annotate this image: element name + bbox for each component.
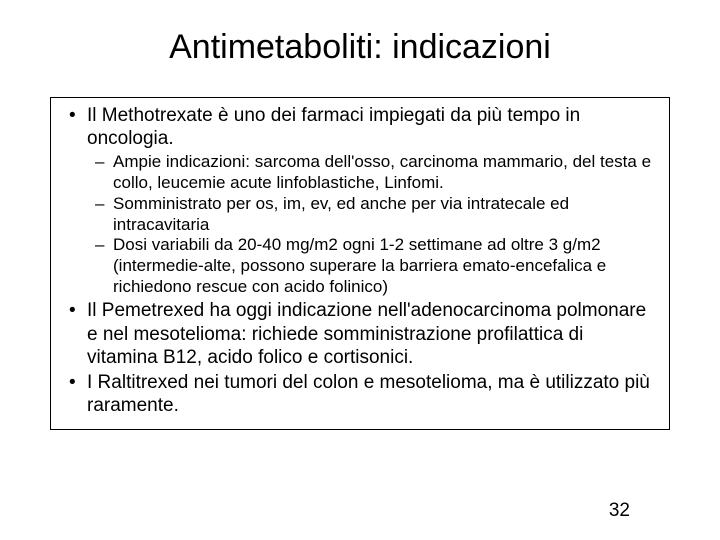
bullet-item: Il Pemetrexed ha oggi indicazione nell'a… xyxy=(65,299,655,369)
sub-bullet-list: Ampie indicazioni: sarcoma dell'osso, ca… xyxy=(87,152,655,297)
page-number: 32 xyxy=(609,500,630,522)
bullet-list: Il Methotrexate è uno dei farmaci impieg… xyxy=(65,104,655,417)
bullet-text: Il Methotrexate è uno dei farmaci impieg… xyxy=(87,105,580,149)
content-box: Il Methotrexate è uno dei farmaci impieg… xyxy=(50,97,670,430)
sub-bullet-item: Somministrato per os, im, ev, ed anche p… xyxy=(87,194,655,235)
slide: Antimetaboliti: indicazioni Il Methotrex… xyxy=(0,0,720,540)
sub-bullet-item: Ampie indicazioni: sarcoma dell'osso, ca… xyxy=(87,152,655,193)
bullet-item: Il Methotrexate è uno dei farmaci impieg… xyxy=(65,104,655,297)
bullet-item: I Raltitrexed nei tumori del colon e mes… xyxy=(65,371,655,417)
slide-title: Antimetaboliti: indicazioni xyxy=(50,28,670,67)
sub-bullet-item: Dosi variabili da 20-40 mg/m2 ogni 1-2 s… xyxy=(87,235,655,297)
